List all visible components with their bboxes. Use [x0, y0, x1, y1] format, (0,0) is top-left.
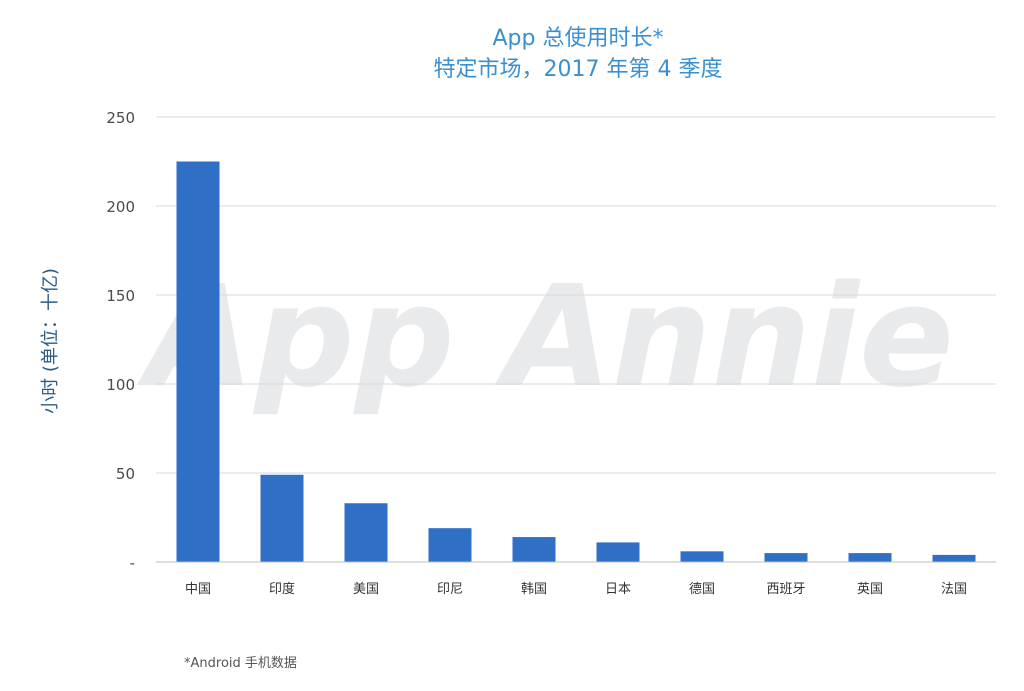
y-axis-label: 小时 (单位：十亿)	[40, 268, 61, 414]
bar-2	[260, 474, 304, 562]
x-tick-label: 日本	[605, 582, 631, 597]
bar-7	[680, 551, 724, 562]
x-tick-label: 德国	[689, 582, 715, 597]
bar-8	[764, 553, 808, 562]
bar-6	[596, 542, 640, 562]
x-tick-label: 美国	[353, 582, 379, 597]
chart-subtitle: 特定市场，2017 年第 4 季度	[434, 57, 723, 82]
bar-1	[176, 161, 220, 562]
y-tick-label: 150	[106, 287, 135, 305]
x-tick-label: 印度	[269, 581, 295, 597]
y-tick-label: 250	[106, 109, 135, 127]
bar-10	[932, 554, 976, 562]
bar-9	[848, 553, 892, 562]
y-tick-labels: - 50 100 150 200 250	[106, 109, 135, 572]
bars	[176, 161, 976, 562]
bar-5	[512, 537, 556, 562]
footnote: *Android 手机数据	[184, 656, 297, 671]
y-tick-label: -	[130, 554, 135, 572]
gridlines	[156, 116, 996, 474]
x-tick-label: 中国	[185, 582, 211, 597]
y-tick-label: 100	[106, 376, 135, 394]
x-tick-labels: 中国 印度 美国 印尼 韩国 日本 德国 西班牙 英国 法国	[185, 581, 967, 597]
y-tick-label: 50	[116, 465, 135, 483]
chart-title: App 总使用时长*	[493, 26, 664, 51]
x-tick-label: 英国	[857, 582, 883, 597]
x-tick-label: 西班牙	[766, 582, 805, 597]
watermark: App Annie	[136, 256, 954, 419]
x-tick-label: 印尼	[437, 582, 463, 597]
x-tick-label: 韩国	[521, 582, 547, 597]
bar-3	[344, 503, 388, 562]
y-tick-label: 200	[106, 198, 135, 216]
bar-4	[428, 528, 472, 562]
x-tick-label: 法国	[941, 582, 967, 597]
